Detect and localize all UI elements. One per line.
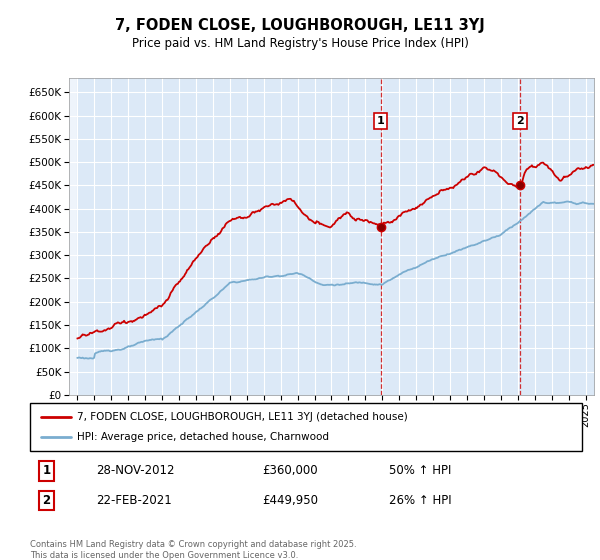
- Text: 1: 1: [377, 116, 385, 126]
- Text: Price paid vs. HM Land Registry's House Price Index (HPI): Price paid vs. HM Land Registry's House …: [131, 37, 469, 50]
- Text: £449,950: £449,950: [262, 494, 318, 507]
- Text: 2: 2: [43, 494, 50, 507]
- Text: 1: 1: [43, 464, 50, 478]
- Text: HPI: Average price, detached house, Charnwood: HPI: Average price, detached house, Char…: [77, 432, 329, 442]
- Text: 7, FODEN CLOSE, LOUGHBOROUGH, LE11 3YJ (detached house): 7, FODEN CLOSE, LOUGHBOROUGH, LE11 3YJ (…: [77, 412, 407, 422]
- Text: 7, FODEN CLOSE, LOUGHBOROUGH, LE11 3YJ: 7, FODEN CLOSE, LOUGHBOROUGH, LE11 3YJ: [115, 18, 485, 32]
- Text: Contains HM Land Registry data © Crown copyright and database right 2025.
This d: Contains HM Land Registry data © Crown c…: [30, 540, 356, 560]
- Text: £360,000: £360,000: [262, 464, 317, 478]
- Text: 26% ↑ HPI: 26% ↑ HPI: [389, 494, 451, 507]
- Text: 28-NOV-2012: 28-NOV-2012: [96, 464, 175, 478]
- Text: 2: 2: [516, 116, 524, 126]
- Text: 22-FEB-2021: 22-FEB-2021: [96, 494, 172, 507]
- Text: 50% ↑ HPI: 50% ↑ HPI: [389, 464, 451, 478]
